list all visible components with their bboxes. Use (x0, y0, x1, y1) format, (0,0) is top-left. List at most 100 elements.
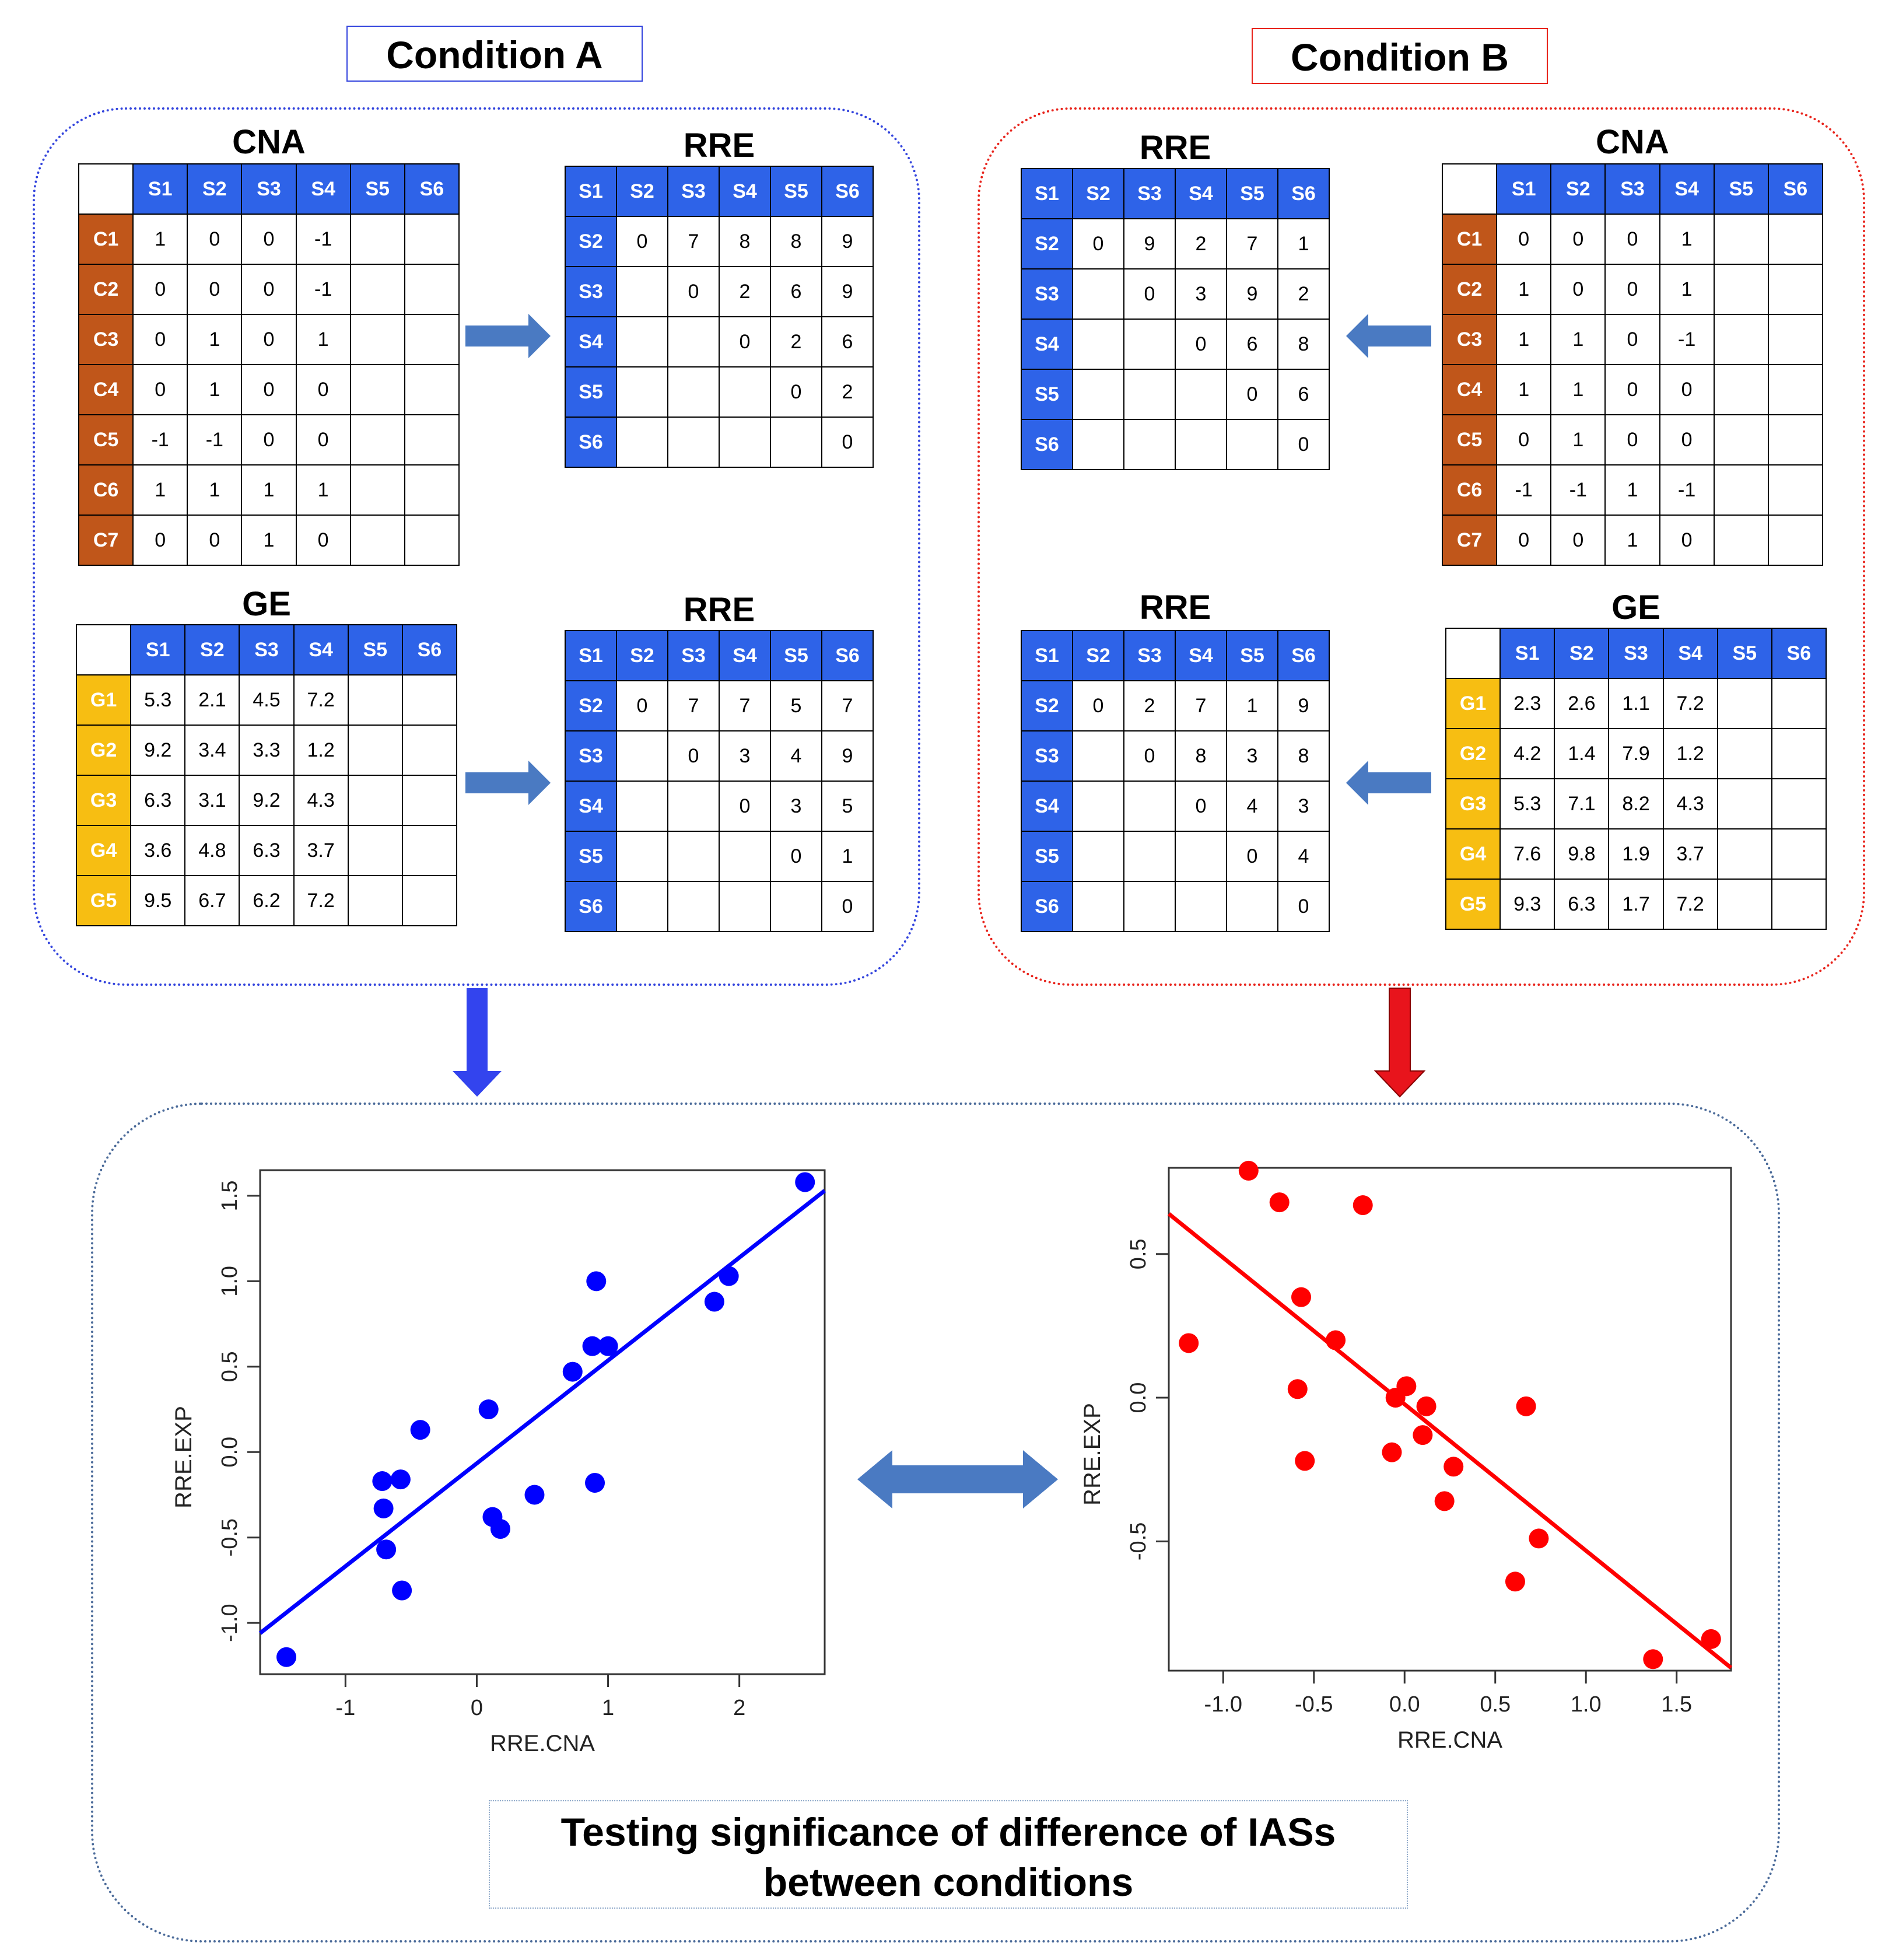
table-cell: 0 (295, 514, 351, 566)
row-header: S3 (565, 730, 617, 782)
row-header: C6 (78, 464, 134, 516)
table-row: S2 0 9 2 7 1 (1021, 218, 1330, 270)
table-cell (1713, 364, 1769, 415)
table-cell (404, 464, 460, 516)
table-cell (719, 366, 771, 418)
table-row: C4 1 1 0 0 (1441, 364, 1824, 415)
table-cell (1713, 214, 1769, 265)
header-row: S1 S2 S3 S4 S5 S6 (565, 166, 874, 217)
table-cell: 1 (132, 464, 188, 516)
corner-cell (78, 163, 134, 215)
column-header: S6 (1767, 163, 1824, 215)
table-cell (349, 264, 405, 315)
table-cell (770, 416, 822, 468)
row-header: S6 (565, 881, 617, 932)
row-header: S2 (565, 680, 617, 732)
row-header: C1 (1441, 214, 1498, 265)
table-row: G4 7.6 9.8 1.9 3.7 (1445, 828, 1827, 880)
column-header: S5 (349, 163, 405, 215)
table-cell: 1 (295, 314, 351, 365)
table-cell (1226, 881, 1278, 932)
table-cell (1226, 419, 1278, 470)
table-cell (1123, 831, 1176, 882)
table-cell (1072, 369, 1124, 420)
table-cell: 0 (1604, 314, 1660, 365)
table-cell: 3 (770, 780, 822, 832)
table-cell: 0 (132, 364, 188, 415)
table-cell: 1 (1496, 364, 1552, 415)
corner-cell (75, 624, 132, 676)
table-cell: 0 (1550, 514, 1606, 566)
table-cell (1767, 314, 1824, 365)
column-header: S3 (241, 163, 297, 215)
table-cell (1716, 878, 1772, 930)
table-cell (667, 780, 720, 832)
table-cell: 5 (770, 680, 822, 732)
row-header: C7 (78, 514, 134, 566)
table-row: S6 0 (565, 881, 874, 932)
corner-cell (1445, 628, 1501, 679)
table-cell: 2.3 (1499, 678, 1555, 729)
table-row: S6 0 (1021, 419, 1330, 470)
corner-cell (1441, 163, 1498, 215)
table-cell: 0 (187, 214, 243, 265)
table-cell: 0 (1659, 414, 1715, 466)
table-cell: -1 (1496, 464, 1552, 516)
table-cell (667, 881, 720, 932)
table-cell: 0 (667, 730, 720, 782)
table-cell: 1 (1277, 218, 1330, 270)
table-cell: 4 (1277, 831, 1330, 882)
table-cell (1771, 878, 1827, 930)
table-cell: 8 (770, 216, 822, 267)
table-cell (1072, 780, 1124, 832)
table-cell (347, 724, 403, 776)
column-header: S4 (295, 163, 351, 215)
table-cell: 0 (1550, 214, 1606, 265)
table-cell: 5 (821, 780, 874, 832)
column-header: S1 (130, 624, 186, 676)
column-header: S2 (1550, 163, 1606, 215)
column-header: S6 (401, 624, 458, 676)
column-header: S4 (719, 166, 771, 217)
column-header: S4 (1175, 168, 1227, 219)
table-row: S5 0 4 (1021, 831, 1330, 882)
column-header: S6 (821, 630, 874, 681)
table-cell: 1 (1604, 514, 1660, 566)
row-header: S3 (565, 266, 617, 317)
row-header: C4 (1441, 364, 1498, 415)
row-header: C3 (1441, 314, 1498, 365)
a-cna-title: CNA (232, 123, 306, 161)
table-cell (1767, 264, 1824, 315)
row-header: C3 (78, 314, 134, 365)
column-header: S4 (1175, 630, 1227, 681)
column-header: S1 (1499, 628, 1555, 679)
table-cell: 9.2 (130, 724, 186, 776)
column-header: S1 (565, 166, 617, 217)
table-cell: 0 (821, 881, 874, 932)
header-row: S1 S2 S3 S4 S5 S6 (565, 630, 874, 681)
table-row: G3 6.3 3.1 9.2 4.3 (75, 775, 458, 826)
table-cell: 8 (1277, 730, 1330, 782)
table-cell (401, 775, 458, 826)
table-row: C1 1 0 0 -1 (78, 214, 460, 265)
table-cell: 1.2 (1662, 728, 1718, 779)
conclusion-text-box: Testing significance of difference of IA… (489, 1800, 1408, 1909)
column-header: S3 (1123, 168, 1176, 219)
row-header: C5 (78, 414, 134, 466)
table-cell: 1 (241, 464, 297, 516)
b-down-arrow (1374, 988, 1426, 1098)
table-cell: 1 (295, 464, 351, 516)
table-cell: 9 (1277, 680, 1330, 732)
table-cell: 1 (1659, 214, 1715, 265)
table-cell: 3 (719, 730, 771, 782)
row-header: S4 (1021, 780, 1073, 832)
table-cell: 0 (187, 264, 243, 315)
table-cell: 0 (1496, 514, 1552, 566)
table-cell: 7.1 (1554, 778, 1610, 830)
table-row: S2 0 2 7 1 9 (1021, 680, 1330, 732)
table-cell: -1 (295, 264, 351, 315)
table-cell: 9 (1123, 218, 1176, 270)
table-cell: 0 (241, 214, 297, 265)
table-cell: 9 (1226, 268, 1278, 320)
table-cell: 3.6 (130, 825, 186, 876)
